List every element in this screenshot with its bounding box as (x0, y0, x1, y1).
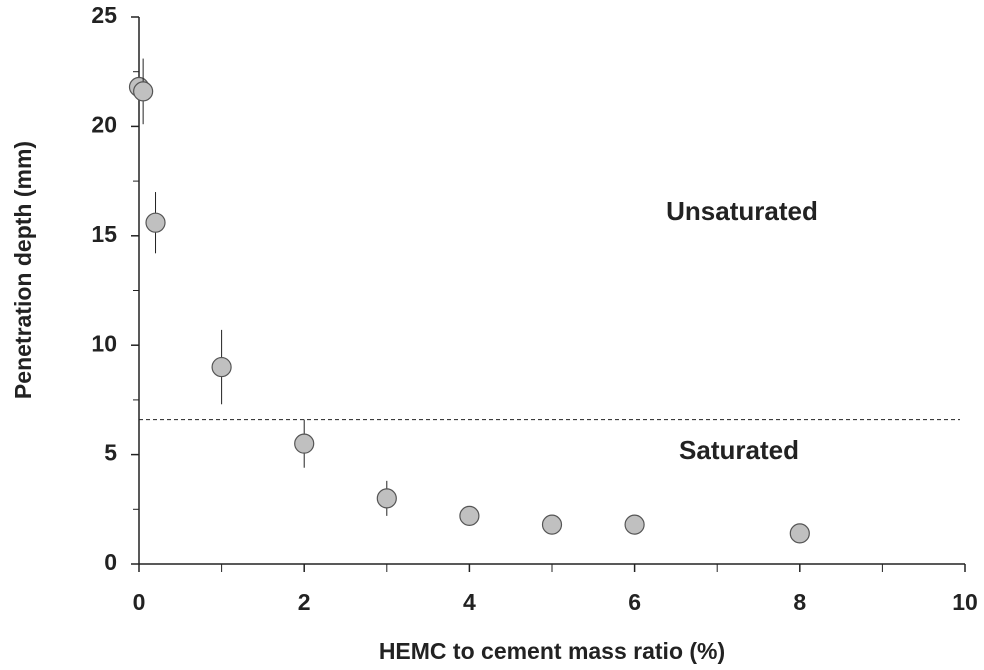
y-tick-label: 5 (104, 440, 117, 466)
x-axis-label: HEMC to cement mass ratio (%) (379, 638, 725, 664)
point (624, 514, 645, 535)
x-tick-label: 10 (952, 589, 978, 615)
x-tick-label: 2 (298, 589, 311, 615)
x-tick-label: 8 (793, 589, 806, 615)
point (211, 356, 232, 378)
y-tick-label: 25 (91, 2, 117, 28)
point (294, 433, 315, 454)
y-tick-label: 15 (91, 221, 117, 247)
x-tick-label: 6 (628, 589, 641, 615)
x-tick-label: 0 (133, 589, 146, 615)
point (133, 81, 154, 102)
point (145, 212, 166, 233)
annotation: Saturated (679, 435, 799, 465)
y-tick-label: 10 (91, 330, 117, 356)
annotation: Unsaturated (666, 196, 818, 226)
y-axis-label: Penetration depth (mm) (10, 141, 36, 399)
y-tick-label: 20 (91, 111, 117, 137)
point (541, 514, 563, 535)
point (789, 523, 810, 544)
point (376, 488, 397, 509)
x-tick-label: 4 (463, 589, 476, 615)
y-tick-label: 0 (104, 549, 117, 575)
point (459, 505, 480, 526)
